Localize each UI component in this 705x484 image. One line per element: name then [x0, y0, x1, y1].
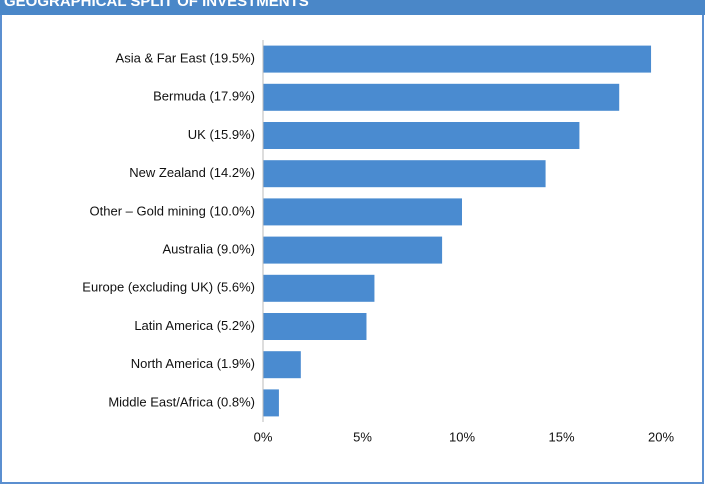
bar — [263, 351, 301, 379]
header-band — [0, 0, 705, 15]
bar — [263, 83, 620, 111]
x-tick-label: 20% — [648, 429, 674, 444]
bar — [263, 122, 580, 149]
y-tick-label: Australia (9.0%) — [163, 242, 255, 257]
bar — [263, 236, 443, 264]
y-tick-label: North America (1.9%) — [131, 356, 255, 371]
x-tick-label: 15% — [548, 429, 574, 444]
bar — [263, 313, 367, 340]
y-tick-label: Middle East/Africa (0.8%) — [108, 394, 255, 409]
bar — [263, 198, 462, 226]
x-tick-label: 0% — [254, 429, 273, 444]
y-tick-label: Other – Gold mining (10.0%) — [90, 203, 255, 218]
chart-title: GEOGRAPHICAL SPLIT OF INVESTMENTS — [4, 0, 309, 10]
y-tick-label: Bermuda (17.9%) — [153, 89, 255, 104]
bar — [263, 389, 279, 417]
bar — [263, 160, 546, 188]
y-tick-label: Latin America (5.2%) — [134, 318, 255, 333]
x-tick-label: 5% — [353, 429, 372, 444]
bar — [263, 45, 652, 73]
y-tick-label: New Zealand (14.2%) — [129, 165, 255, 180]
x-tick-label: 10% — [449, 429, 475, 444]
y-tick-label: Asia & Far East (19.5%) — [116, 51, 255, 66]
y-tick-label: UK (15.9%) — [188, 127, 255, 142]
bar — [263, 274, 375, 302]
y-tick-label: Europe (excluding UK) (5.6%) — [82, 280, 255, 295]
